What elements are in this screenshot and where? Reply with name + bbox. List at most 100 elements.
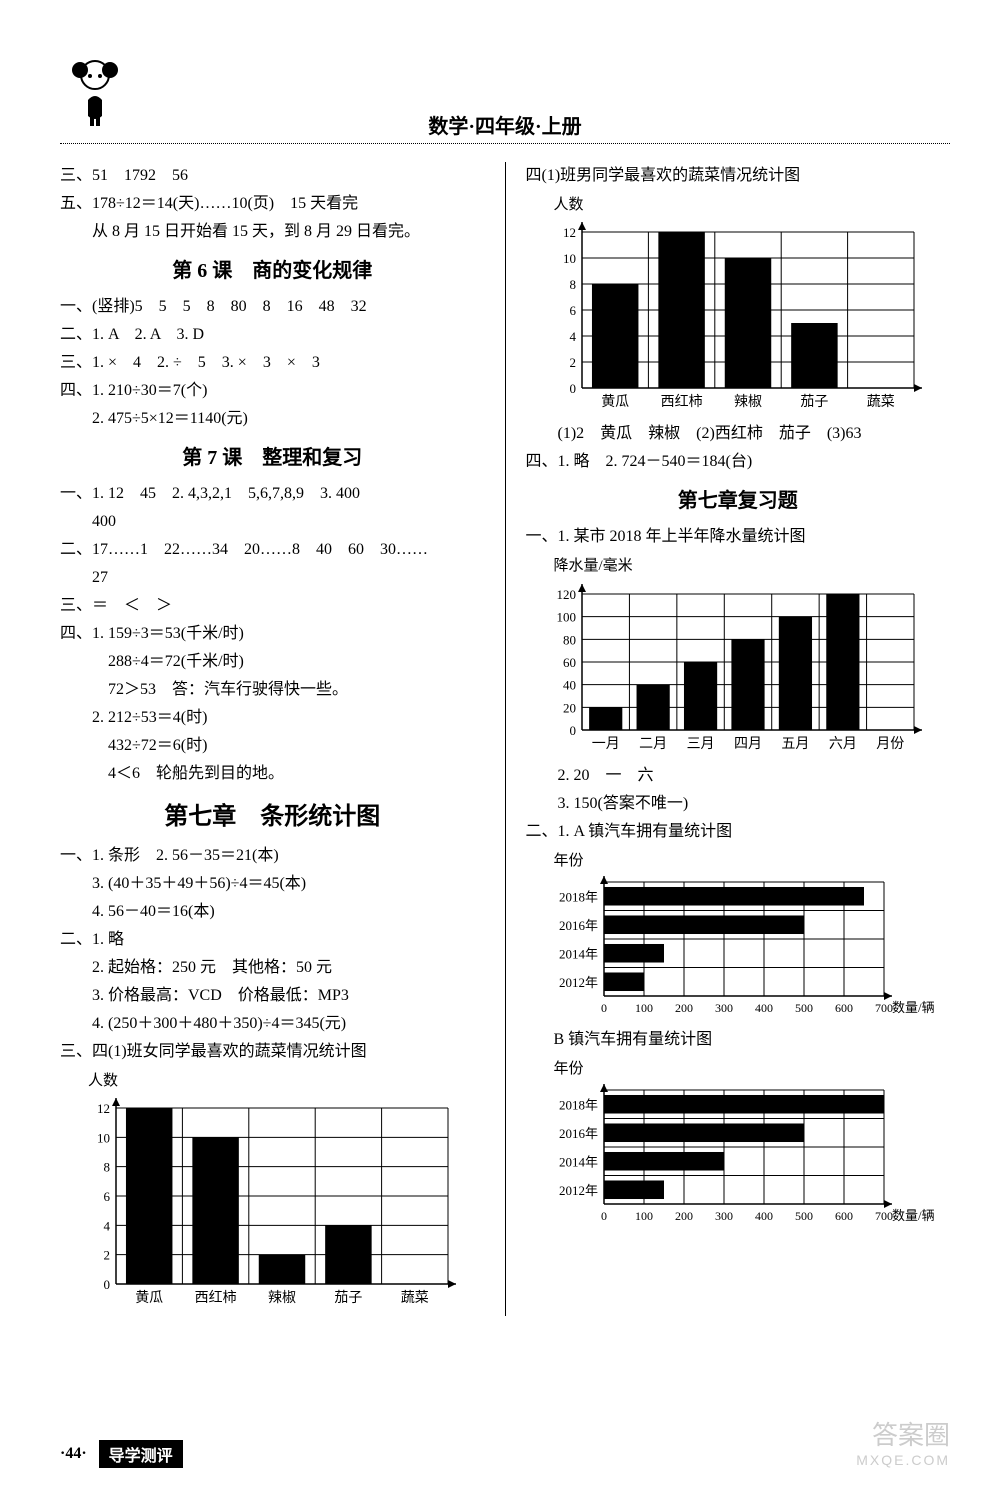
page-number: ·44· [60, 1445, 87, 1463]
section-title: 第 7 课 整理和复习 [60, 441, 485, 476]
svg-text:400: 400 [755, 1001, 773, 1015]
text-line: 3. (40＋35＋49＋56)÷4＝45(本) [60, 870, 485, 898]
svg-text:黄瓜: 黄瓜 [135, 1289, 163, 1306]
chapter-title: 第七章 条形统计图 [60, 796, 485, 838]
svg-text:2018年: 2018年 [558, 889, 597, 904]
text-line: 2. 212÷53＝4(时) [60, 704, 485, 732]
text-line: 432÷72＝6(时) [60, 732, 485, 760]
hbar-chart-svg: 01002003004005006007002018年2016年2014年201… [544, 1082, 944, 1232]
svg-text:数量/辆: 数量/辆 [892, 1208, 935, 1223]
svg-text:四月: 四月 [734, 736, 762, 752]
svg-text:4: 4 [569, 329, 576, 344]
svg-text:60: 60 [563, 655, 576, 670]
footer-tab: 导学测评 [99, 1440, 183, 1468]
y-axis-label: 年份 [554, 848, 951, 874]
svg-text:500: 500 [795, 1001, 813, 1015]
text-line: 四、1. 159÷3＝53(千米/时) [60, 620, 485, 648]
svg-text:700: 700 [875, 1209, 893, 1223]
text-line: 二、1. 略 [60, 926, 485, 954]
column-divider [505, 162, 506, 1316]
svg-text:0: 0 [569, 381, 576, 396]
text-line: 一、1. 12 45 2. 4,3,2,1 5,6,7,8,9 3. 400 [60, 480, 485, 508]
text-line: 二、1. A 2. A 3. D [60, 321, 485, 349]
svg-text:茄子: 茄子 [800, 393, 828, 410]
svg-text:2: 2 [104, 1248, 111, 1263]
text-line: 一、1. 条形 2. 56－35＝21(本) [60, 842, 485, 870]
svg-text:400: 400 [755, 1209, 773, 1223]
svg-text:100: 100 [635, 1209, 653, 1223]
svg-text:6: 6 [569, 303, 576, 318]
svg-text:4: 4 [104, 1219, 111, 1234]
svg-text:0: 0 [104, 1277, 111, 1292]
svg-text:西红柿: 西红柿 [660, 393, 702, 410]
page-title: 数学·四年级·上册 [60, 110, 950, 139]
svg-text:300: 300 [715, 1001, 733, 1015]
svg-text:2014年: 2014年 [558, 1154, 597, 1169]
svg-text:12: 12 [97, 1101, 110, 1116]
svg-text:辣椒: 辣椒 [268, 1290, 296, 1306]
text-line: 一、(竖排)5 5 5 8 80 8 16 48 32 [60, 293, 485, 321]
text-line: 五、178÷12＝14(天)……10(页) 15 天看完 [60, 190, 485, 218]
content-columns: 三、51 1792 56 五、178÷12＝14(天)……10(页) 15 天看… [60, 162, 950, 1316]
text-line: 400 [60, 508, 485, 536]
right-column: 四(1)班男同学最喜欢的蔬菜情况统计图 人数 024681012黄瓜西红柿辣椒茄… [526, 162, 951, 1316]
text-line: (1)2 黄瓜 辣椒 (2)西红柿 茄子 (3)63 [526, 420, 951, 448]
svg-text:月份: 月份 [876, 736, 904, 752]
y-axis-label: 人数 [88, 1068, 485, 1094]
chart-title: B 镇汽车拥有量统计图 [554, 1026, 951, 1054]
left-column: 三、51 1792 56 五、178÷12＝14(天)……10(页) 15 天看… [60, 162, 485, 1316]
text-line: 四、1. 210÷30＝7(个) [60, 377, 485, 405]
text-line: 2. 起始格：250 元 其他格：50 元 [60, 954, 485, 982]
svg-text:蔬菜: 蔬菜 [866, 394, 894, 410]
svg-text:2012年: 2012年 [558, 1183, 597, 1198]
svg-text:2014年: 2014年 [558, 946, 597, 961]
mascot-icon [60, 50, 130, 130]
text-line: 一、1. 某市 2018 年上半年降水量统计图 [526, 523, 951, 551]
svg-text:六月: 六月 [828, 736, 856, 752]
chart-title: 四(1)班男同学最喜欢的蔬菜情况统计图 [526, 162, 951, 190]
chart-cars-a: 年份 01002003004005006007002018年2016年2014年… [544, 848, 951, 1024]
svg-text:300: 300 [715, 1209, 733, 1223]
chart-boys: 人数 024681012黄瓜西红柿辣椒茄子蔬菜 [544, 192, 951, 418]
chart-girls: 人数 024681012黄瓜西红柿辣椒茄子蔬菜 [78, 1068, 485, 1314]
svg-text:数量/辆: 数量/辆 [892, 1000, 935, 1015]
svg-text:100: 100 [635, 1001, 653, 1015]
bar-chart-svg: 024681012黄瓜西红柿辣椒茄子蔬菜 [78, 1094, 458, 1314]
y-axis-label: 人数 [554, 192, 951, 218]
chart-rain: 降水量/毫米 020406080100120一月二月三月四月五月六月月份 [544, 553, 951, 759]
svg-text:2016年: 2016年 [558, 918, 597, 933]
svg-text:120: 120 [556, 587, 576, 602]
text-line: 3. 价格最高：VCD 价格最低：MP3 [60, 982, 485, 1010]
text-line: 27 [60, 564, 485, 592]
svg-text:10: 10 [97, 1131, 110, 1146]
bar-chart-svg: 020406080100120一月二月三月四月五月六月月份 [544, 580, 924, 760]
text-line: 三、1. × 4 2. ÷ 5 3. × 3 × 3 [60, 349, 485, 377]
svg-text:500: 500 [795, 1209, 813, 1223]
svg-text:2: 2 [569, 355, 576, 370]
watermark-sub: MXQE.COM [856, 1452, 950, 1468]
svg-text:五月: 五月 [781, 736, 809, 752]
svg-text:600: 600 [835, 1209, 853, 1223]
text-line: 4. (250＋300＋480＋350)÷4＝345(元) [60, 1010, 485, 1038]
text-line: 二、1. A 镇汽车拥有量统计图 [526, 818, 951, 846]
svg-text:蔬菜: 蔬菜 [401, 1290, 429, 1306]
chart-cars-b: 年份 01002003004005006007002018年2016年2014年… [544, 1056, 951, 1232]
text-line: 三、51 1792 56 [60, 162, 485, 190]
text-line: 3. 150(答案不唯一) [526, 790, 951, 818]
page-footer: ·44· 导学测评 [60, 1440, 183, 1468]
text-line: 四、1. 略 2. 724－540＝184(台) [526, 448, 951, 476]
watermark: 答案圈 MXQE.COM [856, 1415, 950, 1468]
section-title: 第七章复习题 [526, 484, 951, 519]
y-axis-label: 年份 [554, 1056, 951, 1082]
text-line: 2. 20 一 六 [526, 762, 951, 790]
svg-text:80: 80 [563, 632, 576, 647]
header-underline [60, 143, 950, 144]
svg-text:2012年: 2012年 [558, 975, 597, 990]
svg-text:一月: 一月 [591, 736, 619, 752]
svg-text:0: 0 [569, 723, 576, 738]
watermark-main: 答案圈 [856, 1415, 950, 1452]
svg-text:三月: 三月 [686, 736, 714, 752]
text-line: 4＜6 轮船先到目的地。 [60, 760, 485, 788]
svg-text:600: 600 [835, 1001, 853, 1015]
text-line: 2. 475÷5×12＝1140(元) [60, 405, 485, 433]
